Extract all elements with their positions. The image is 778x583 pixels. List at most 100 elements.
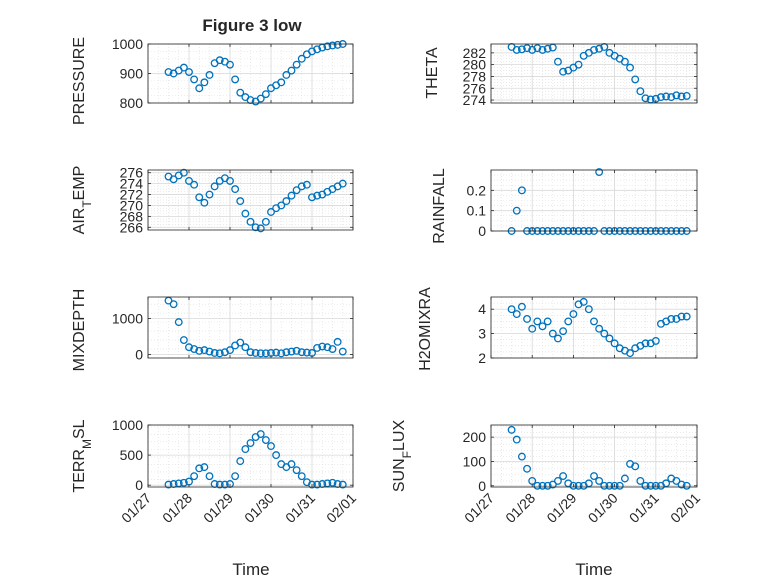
chart-6: 0 500 1000 01/27 01/28 01/29 01/30 01/31 02/01 (112, 417, 359, 526)
y-axis-label: PRESSURE (71, 37, 88, 125)
y-tick-label: 800 (120, 95, 144, 111)
data-point (517, 452, 526, 461)
data-point (543, 44, 552, 53)
axes-box (490, 43, 698, 104)
data-point (308, 193, 316, 202)
y-tick-label: 100 (463, 453, 487, 469)
x-tick-label: 01/28 (159, 490, 195, 526)
y-tick-label: 1000 (112, 311, 143, 327)
x-tick-label: 01/31 (626, 490, 662, 526)
data-point (220, 480, 229, 489)
x-tick-label: 01/27 (118, 490, 154, 526)
data-point (328, 478, 337, 487)
data-point (323, 42, 332, 51)
data-point (507, 425, 516, 434)
data-point (313, 45, 322, 54)
data-point (338, 480, 347, 489)
data-point (554, 57, 562, 66)
data-point (313, 480, 322, 489)
data-point (600, 481, 609, 490)
y-tick-label: 1000 (112, 36, 143, 52)
data-point (287, 66, 296, 75)
data-point (261, 217, 270, 226)
data-point (610, 481, 619, 490)
data-point (297, 182, 306, 191)
data-point (641, 339, 650, 348)
data-point (512, 45, 521, 54)
subplot-terr-msl: TERRMSL (71, 419, 94, 492)
subplot-theta: THETA (424, 47, 441, 99)
data-point (636, 87, 645, 96)
y-tick-label: 0.2 (467, 182, 487, 198)
y-axis-label: MIXDEPTH (71, 289, 88, 372)
y-tick-label: 274 (120, 176, 144, 192)
data-point (590, 45, 598, 54)
data-point (226, 176, 234, 185)
data-point (333, 40, 342, 49)
data-point (297, 472, 306, 481)
data-point (533, 481, 542, 490)
data-point (559, 67, 568, 76)
data-point (517, 45, 526, 54)
data-point (682, 481, 691, 490)
data-point (169, 175, 178, 184)
data-point (610, 339, 619, 348)
data-point (179, 478, 188, 487)
data-point (333, 337, 342, 346)
y-tick-label: 500 (120, 447, 144, 463)
y-axis-label: TERRMSL (71, 419, 94, 492)
y-axis-label: THETA (424, 47, 441, 99)
data-point (287, 347, 296, 356)
data-point (590, 472, 598, 481)
data-point (215, 349, 224, 358)
data-point (236, 88, 245, 97)
data-point (236, 457, 245, 466)
data-point (241, 445, 250, 454)
data-point (579, 297, 588, 306)
data-point (231, 75, 240, 84)
data-point (251, 223, 260, 232)
data-point (215, 480, 224, 489)
data-point (246, 217, 255, 226)
data-point (297, 348, 306, 357)
chart-5: 2 3 4 (478, 296, 698, 366)
y-tick-label: 280 (463, 57, 487, 73)
data-point (308, 480, 316, 489)
data-point (626, 349, 634, 358)
data-point (651, 481, 660, 490)
data-point (595, 44, 604, 53)
x-tick-label: 02/01 (323, 490, 359, 526)
subplot-sun-flux: SUNFLUX (391, 420, 414, 493)
data-point (308, 47, 316, 56)
y-axis-label: RAINFALL (431, 168, 448, 244)
data-point (677, 480, 686, 489)
data-point (564, 317, 573, 326)
data-point (626, 63, 634, 72)
data-point (543, 481, 552, 490)
data-point (615, 481, 624, 490)
x-tick-label: 02/01 (667, 490, 703, 526)
data-point (164, 480, 173, 489)
y-tick-label: 0 (478, 478, 486, 494)
data-point (512, 206, 521, 215)
data-point (292, 466, 301, 475)
data-point (507, 305, 516, 314)
data-point (195, 84, 204, 93)
data-point (543, 317, 552, 326)
data-point (251, 349, 260, 357)
y-axis-label: SUNFLUX (391, 420, 414, 493)
data-point (672, 476, 681, 485)
y-tick-label: 0 (478, 223, 486, 239)
data-point (302, 348, 311, 357)
data-point (682, 91, 691, 100)
data-point (261, 349, 270, 358)
data-point (533, 317, 542, 326)
y-tick-label: 276 (463, 80, 487, 96)
data-point (323, 343, 332, 352)
data-point (651, 336, 660, 345)
data-point (210, 182, 219, 191)
axes-box (490, 169, 698, 232)
